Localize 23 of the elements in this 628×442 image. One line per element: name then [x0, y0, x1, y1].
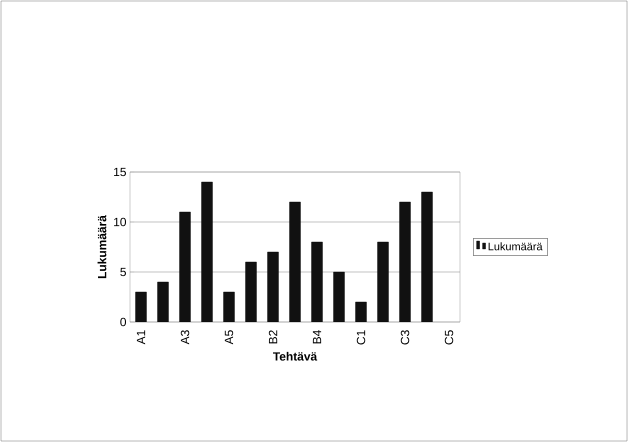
x-tick-label: A5 — [224, 330, 234, 344]
y-tick-label: 0 — [120, 318, 126, 326]
bar — [179, 212, 191, 322]
y-tick-label: 10 — [114, 218, 126, 226]
x-tick-label: C5 — [444, 330, 454, 344]
x-axis-title: Tehtävä — [272, 352, 318, 361]
x-tick-label: B2 — [268, 330, 278, 344]
x-tick-label: A1 — [136, 330, 146, 344]
bar — [399, 202, 411, 322]
bar — [289, 202, 301, 322]
x-tick-label: A3 — [180, 330, 190, 344]
x-tick-label: B4 — [312, 330, 322, 344]
bar — [201, 182, 213, 322]
bar — [421, 192, 433, 322]
bar — [311, 242, 323, 322]
y-tick-label: 15 — [114, 168, 126, 176]
legend-label: Lukumäärä — [488, 242, 543, 250]
x-tick-label: C3 — [400, 330, 410, 344]
bar — [377, 242, 389, 322]
y-axis-title: Lukumäärä — [98, 215, 106, 278]
y-tick-label: 5 — [120, 268, 126, 276]
bar — [267, 252, 279, 322]
x-tick-label: C1 — [356, 330, 366, 344]
